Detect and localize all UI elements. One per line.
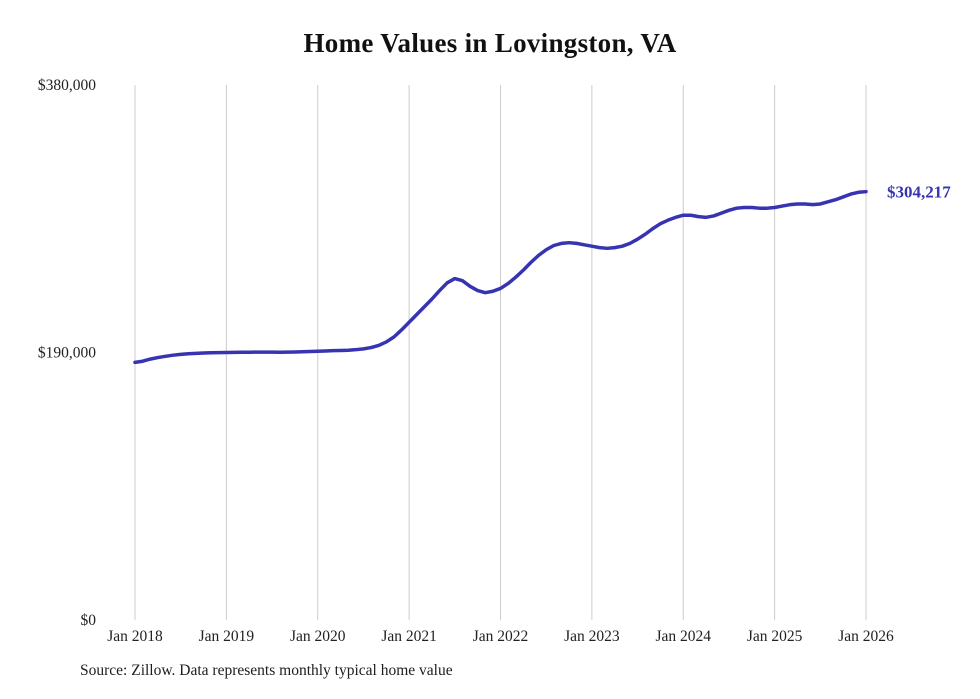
- x-tick-label: Jan 2018: [107, 628, 163, 645]
- y-axis-labels: $0 $190,000 $380,000: [38, 77, 96, 629]
- y-tick-label: $380,000: [38, 77, 96, 94]
- x-tick-label: Jan 2025: [747, 628, 803, 645]
- x-axis-labels: Jan 2018 Jan 2019 Jan 2020 Jan 2021 Jan 2022…: [107, 628, 894, 645]
- y-tick-label: $190,000: [38, 345, 96, 362]
- x-tick-label: Jan 2026: [838, 628, 894, 645]
- source-note: Source: Zillow. Data represents monthly …: [80, 662, 453, 679]
- chart-title: Home Values in Lovingston, VA: [303, 28, 677, 58]
- x-tick-label: Jan 2021: [381, 628, 437, 645]
- x-tick-label: Jan 2019: [199, 628, 255, 645]
- current-value-label: $304,217: [887, 183, 951, 202]
- x-tick-label: Jan 2020: [290, 628, 346, 645]
- x-tick-label: Jan 2023: [564, 628, 620, 645]
- x-tick-label: Jan 2022: [473, 628, 529, 645]
- y-tick-label: $0: [81, 612, 97, 629]
- x-tick-label: Jan 2024: [655, 628, 711, 645]
- home-value-line: [133, 189, 868, 365]
